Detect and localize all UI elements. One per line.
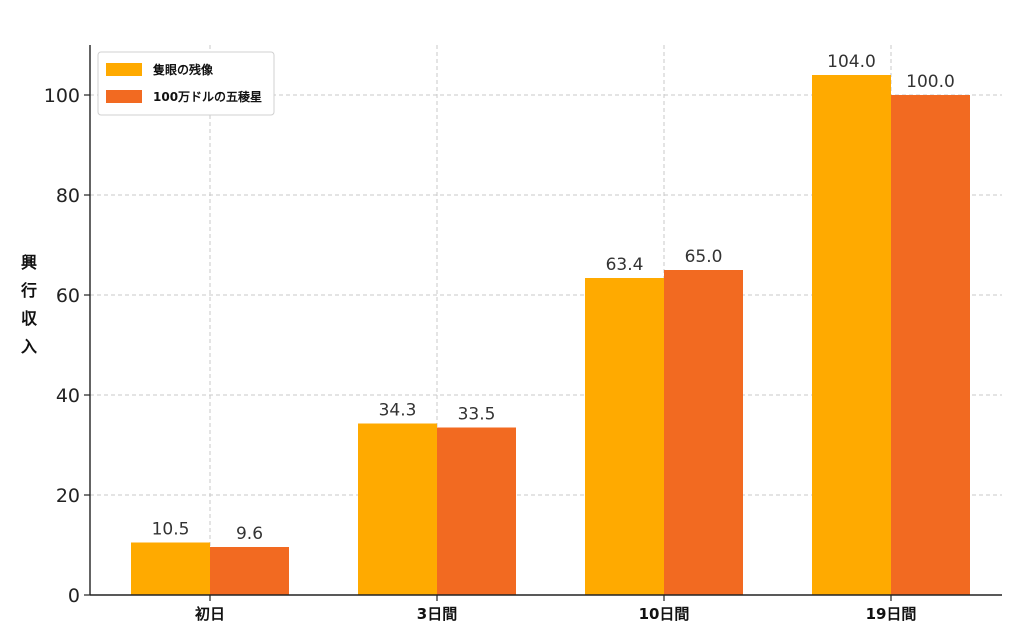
bar-series1-0 (131, 542, 210, 595)
legend-swatch-1 (106, 63, 142, 76)
legend: 隻眼の残像 100万ドルの五稜星 (97, 51, 275, 116)
bars (131, 75, 970, 595)
axes (89, 45, 1002, 596)
bar-series1-2 (585, 278, 664, 595)
y-tick-label-3: 60 (56, 285, 80, 307)
x-tick-label-3: 19日間 (866, 605, 917, 623)
data-label-series2-3: 100.0 (906, 72, 955, 92)
y-tick-label-4: 80 (56, 185, 80, 207)
bar-series1-1 (358, 423, 437, 595)
y-tick-label-1: 20 (56, 485, 80, 507)
data-label-series1-2: 63.4 (606, 255, 644, 275)
legend-label-1: 隻眼の残像 (152, 62, 214, 77)
y-axis-label-char-0: 興 (21, 253, 37, 272)
data-labels: 10.5 34.3 63.4 104.0 9.6 33.5 65.0 100.0 (152, 52, 955, 544)
y-tick-label-0: 0 (68, 585, 80, 607)
data-label-series2-1: 33.5 (458, 405, 496, 425)
y-tick-label-2: 40 (56, 385, 80, 407)
bar-series2-1 (437, 427, 516, 595)
x-tick-label-1: 3日間 (417, 605, 457, 623)
bar-series1-3 (812, 75, 891, 595)
data-label-series2-0: 9.6 (236, 524, 263, 544)
y-ticks: 0 20 40 60 80 100 (44, 85, 90, 607)
y-axis-label-char-3: 入 (21, 337, 37, 356)
x-ticks: 初日 3日間 10日間 19日間 (195, 595, 916, 623)
legend-swatch-2 (106, 90, 142, 103)
x-tick-label-2: 10日間 (639, 605, 690, 623)
data-label-series1-1: 34.3 (379, 401, 417, 421)
y-axis-label-char-1: 行 (20, 281, 37, 300)
data-label-series1-3: 104.0 (827, 52, 876, 72)
legend-label-2: 100万ドルの五稜星 (153, 89, 262, 104)
data-label-series1-0: 10.5 (152, 520, 190, 540)
bar-series2-3 (891, 95, 970, 595)
bar-series2-2 (664, 270, 743, 595)
legend-box (97, 51, 275, 116)
y-axis-label-char-2: 収 (21, 309, 38, 328)
x-tick-label-0: 初日 (195, 605, 225, 623)
data-label-series2-2: 65.0 (685, 247, 723, 267)
y-tick-label-5: 100 (44, 85, 80, 107)
bar-series2-0 (210, 547, 289, 595)
